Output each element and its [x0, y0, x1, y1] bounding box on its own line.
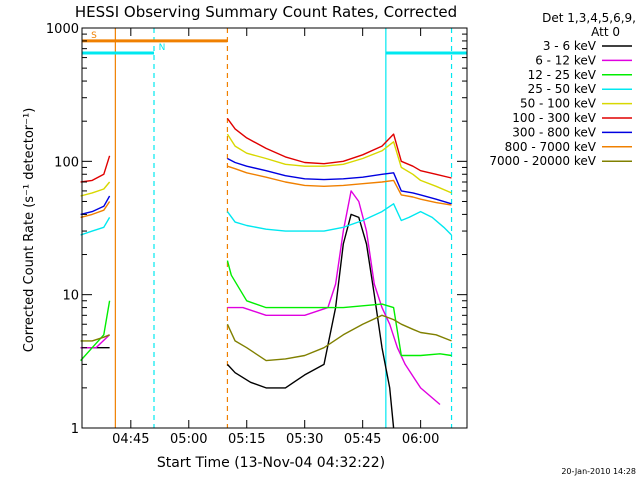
- plot-frame: [81, 27, 468, 429]
- y-axis: 1 10 100 1000: [46, 22, 467, 437]
- series-line-7-part-2: [227, 157, 452, 205]
- y-tick-label-1: 1: [71, 422, 79, 437]
- x-axis-label: Start Time (13-Nov-04 04:32:22): [157, 455, 385, 471]
- flag-label-N: N: [159, 43, 166, 53]
- chart-title: HESSI Observing Summary Count Rates, Cor…: [75, 3, 457, 21]
- legend-entry-label-6: 100 - 300 keV: [512, 111, 596, 125]
- series-line-4-part-1: [80, 217, 111, 236]
- legend-header-line-1: Det 1,3,4,5,6,9,: [542, 11, 636, 25]
- series-line-5-part-2: [226, 133, 452, 194]
- series-line-6-part-2: [226, 117, 452, 179]
- y-tick-label-4: 1000: [46, 22, 79, 37]
- legend-entry-label-3: 12 - 25 keV: [528, 68, 597, 82]
- legend-entry-label-5: 50 - 100 keV: [520, 97, 597, 111]
- series-line-2-part-2: [227, 190, 441, 406]
- x-axis: 04:45 05:00 05:15 05:30 05:45 06:00: [112, 28, 439, 447]
- series-line-3-part-1: [80, 300, 111, 362]
- series-line-1-part-2: [226, 213, 395, 429]
- series-line-4-part-2: [226, 203, 452, 236]
- series-line-9-part-2: [226, 314, 452, 362]
- x-tick-label-3: 05:15: [228, 432, 265, 447]
- x-tick-label-5: 05:45: [344, 432, 381, 447]
- series-line-8-part-1: [80, 201, 111, 219]
- x-tick-label-1: 04:45: [112, 432, 149, 447]
- legend-entry-label-1: 3 - 6 keV: [543, 39, 597, 53]
- series-line-7-part-1: [80, 195, 111, 216]
- legend-entry-label-9: 7000 - 20000 keV: [489, 154, 596, 168]
- legend-entry-label-4: 25 - 50 keV: [528, 82, 597, 96]
- y-tick-label-2: 10: [62, 289, 79, 304]
- vertical-markers: [114, 28, 453, 428]
- series-lines: [80, 117, 452, 429]
- legend-entry-label-7: 300 - 800 keV: [512, 125, 596, 139]
- y-tick-label-3: 100: [54, 155, 79, 170]
- x-tick-label-6: 06:00: [402, 432, 439, 447]
- timestamp: 20-Jan-2010 14:28: [561, 467, 636, 476]
- legend-entry-label-8: 800 - 7000 keV: [505, 140, 597, 154]
- flag-label-S: S: [91, 31, 97, 41]
- series-line-9-part-1: [80, 334, 110, 342]
- plot-area: [82, 28, 467, 428]
- series-line-8-part-2: [227, 165, 452, 206]
- x-tick-label-4: 05:30: [286, 432, 323, 447]
- legend-entry-label-2: 6 - 12 keV: [535, 53, 597, 67]
- flag-bars: SN: [82, 31, 467, 55]
- series-line-5-part-1: [80, 181, 111, 197]
- y-axis-label: Corrected Count Rate (s⁻¹ detector⁻¹): [22, 108, 37, 353]
- legend-header-line-2: Att 0: [591, 25, 620, 39]
- x-tick-label-2: 05:00: [170, 432, 207, 447]
- series-line-3-part-2: [226, 260, 452, 357]
- series-line-6-part-1: [80, 155, 111, 183]
